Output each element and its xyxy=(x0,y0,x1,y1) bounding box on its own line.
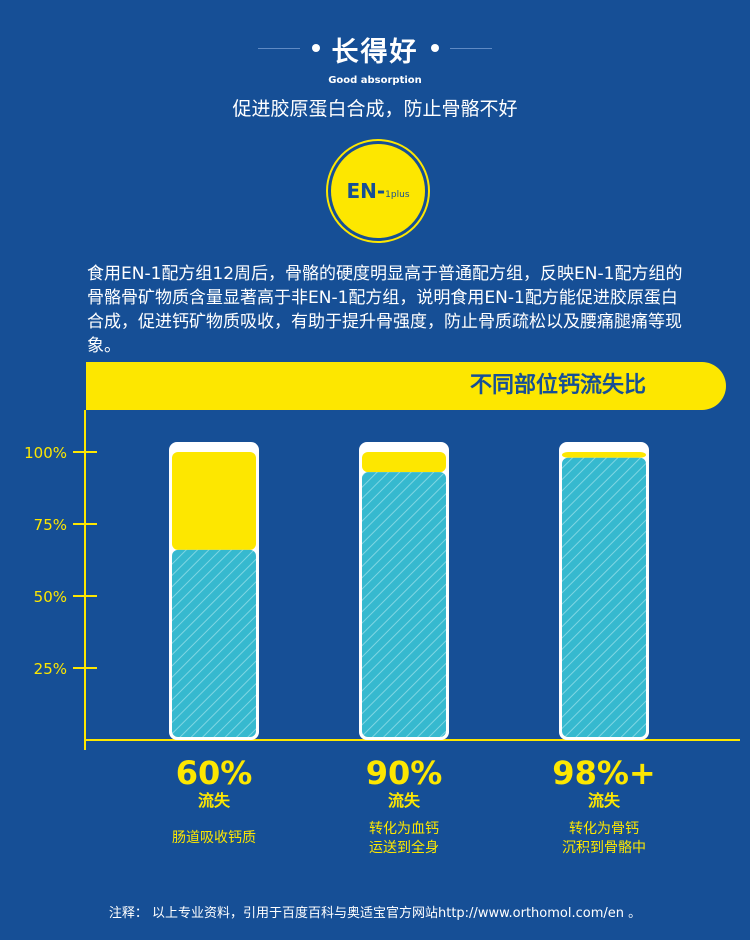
calcium-loss-chart: 100%75%50%25% 60%流失肠道吸收钙质90%流失转化为血钙运送到全身… xyxy=(24,410,740,856)
chart-title-banner: 不同部位钙流失比 xyxy=(86,362,726,410)
logo-main-text: EN- xyxy=(346,179,386,203)
footnote: 注释： 以上专业资料，引用于百度百科与奥适宝官方网站http://www.ort… xyxy=(108,906,642,921)
en1plus-logo: EN- 1plus xyxy=(331,144,425,238)
bar-segment-loss xyxy=(362,472,446,737)
chart-bars xyxy=(169,442,649,740)
chart-title: 不同部位钙流失比 xyxy=(469,373,646,398)
description-paragraph: 食用EN-1配方组12周后，骨骼的硬度明显高于普通配方组，反映EN-1配方组的骨… xyxy=(87,264,683,356)
bar-sub-label: 流失 xyxy=(198,791,231,810)
y-tick-label: 25% xyxy=(34,660,67,678)
subtitle-english: Good absorption xyxy=(328,75,422,86)
y-tick-label: 75% xyxy=(34,516,67,534)
bar-sub-label: 流失 xyxy=(588,791,621,810)
bar-segment-remaining xyxy=(562,452,646,458)
bar-value-label: 90% xyxy=(366,754,443,792)
bar-segment-loss xyxy=(562,457,646,737)
bar-value-label: 60% xyxy=(176,754,253,792)
category-label: 运送到全身 xyxy=(369,839,439,856)
bullet-left-icon xyxy=(312,44,320,52)
category-label: 沉积到骨骼中 xyxy=(562,840,646,856)
page-title: 长得好 xyxy=(331,37,419,68)
bullet-right-icon xyxy=(431,44,439,52)
header-line-right xyxy=(450,48,492,49)
bar-value-label: 98%+ xyxy=(552,754,655,792)
category-label: 肠道吸收钙质 xyxy=(172,830,256,846)
bar-sub-label: 流失 xyxy=(388,791,421,810)
bar-segment-loss xyxy=(172,549,256,737)
chart-labels: 60%流失肠道吸收钙质90%流失转化为血钙运送到全身98%+流失转化为骨钙沉积到… xyxy=(172,754,656,856)
y-tick-label: 100% xyxy=(24,444,67,462)
bar-segment-remaining xyxy=(362,452,446,473)
subtitle-chinese: 促进胶原蛋白合成，防止骨骼不好 xyxy=(232,98,518,120)
header-line-left xyxy=(258,48,300,49)
bar-segment-remaining xyxy=(172,452,256,550)
category-label: 转化为骨钙 xyxy=(569,821,639,837)
y-tick-label: 50% xyxy=(34,588,67,606)
category-label: 转化为血钙 xyxy=(369,821,439,837)
logo-sub-text: 1plus xyxy=(385,190,410,200)
